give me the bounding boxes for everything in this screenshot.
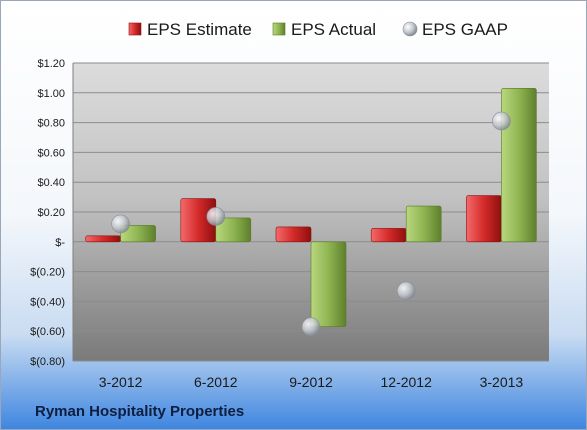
y-tick-label: $- bbox=[55, 237, 65, 249]
x-tick-label: 12-2012 bbox=[381, 374, 433, 390]
y-tick-label: $0.40 bbox=[37, 177, 65, 189]
y-tick-label: $(0.20) bbox=[30, 267, 65, 279]
y-tick-label: $0.20 bbox=[37, 207, 65, 219]
y-tick-label: $(0.80) bbox=[30, 356, 65, 368]
eps-estimate-bar bbox=[370, 228, 407, 243]
x-tick-label: 3-2013 bbox=[480, 374, 524, 390]
eps-actual-bar bbox=[215, 217, 252, 243]
x-tick-label: 6-2012 bbox=[194, 374, 238, 390]
y-tick-label: $(0.40) bbox=[30, 296, 65, 308]
eps-estimate-bar bbox=[85, 235, 121, 243]
eps-gaap-marker bbox=[111, 214, 130, 234]
legend-swatch bbox=[272, 22, 286, 36]
eps-gaap-marker bbox=[492, 111, 511, 131]
y-tick-label: $(0.60) bbox=[30, 326, 65, 338]
eps-gaap-marker bbox=[396, 281, 416, 301]
y-tick-label: $0.60 bbox=[37, 147, 65, 159]
eps-actual-bar bbox=[310, 241, 347, 328]
eps-estimate-bar bbox=[275, 226, 312, 243]
x-tick-label: 9-2012 bbox=[289, 374, 333, 390]
y-tick-label: $1.20 bbox=[37, 58, 65, 70]
y-tick-label: $0.80 bbox=[37, 118, 65, 130]
eps-estimate-bar bbox=[466, 195, 502, 243]
legend-label: EPS GAAP bbox=[422, 20, 508, 39]
eps-actual-bar bbox=[405, 205, 442, 243]
x-tick-label: 3-2012 bbox=[99, 374, 143, 390]
eps-gaap-marker bbox=[206, 207, 226, 226]
eps-actual-bar bbox=[501, 88, 537, 243]
eps-actual-bar bbox=[120, 225, 156, 243]
legend-label: EPS Estimate bbox=[147, 20, 252, 39]
legend-swatch bbox=[402, 21, 418, 37]
y-tick-label: $1.00 bbox=[37, 88, 65, 100]
legend-label: EPS Actual bbox=[291, 20, 376, 39]
legend-swatch bbox=[128, 22, 142, 36]
company-name: Ryman Hospitality Properties bbox=[35, 403, 245, 420]
eps-gaap-marker bbox=[301, 317, 321, 337]
